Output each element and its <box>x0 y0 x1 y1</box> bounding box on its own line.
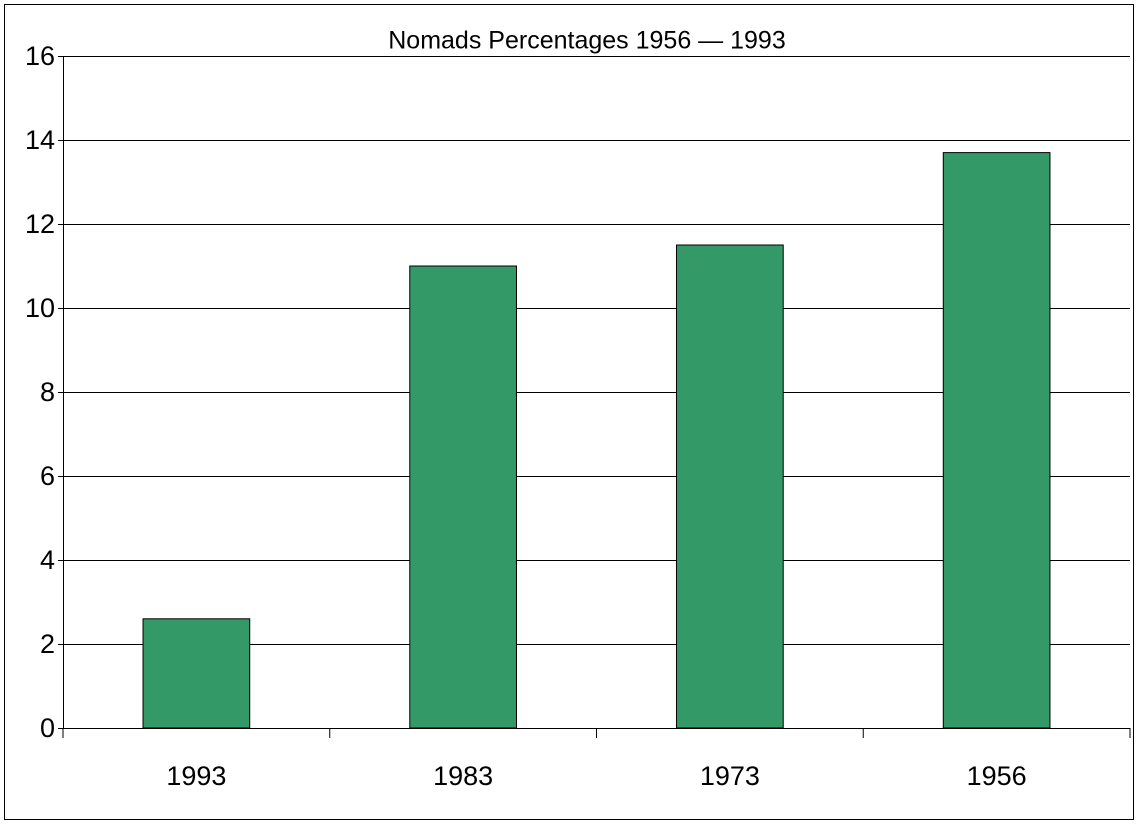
bar <box>942 152 1051 729</box>
y-tick-label: 10 <box>25 293 55 323</box>
y-tick-label: 2 <box>40 629 55 659</box>
x-tick-label: 1956 <box>967 761 1027 791</box>
y-tick-label: 6 <box>40 461 55 491</box>
bar <box>676 244 784 729</box>
bar <box>142 618 251 729</box>
y-tick-label: 0 <box>40 713 55 743</box>
chart-title: Nomads Percentages 1956 — 1993 <box>388 27 785 55</box>
y-tick-label: 16 <box>25 41 55 71</box>
x-tick-label: 1993 <box>166 761 226 791</box>
x-tick-label: 1983 <box>433 761 493 791</box>
x-tick-label: 1973 <box>700 761 760 791</box>
bar <box>409 265 517 729</box>
y-tick-label: 8 <box>40 377 55 407</box>
y-tick-label: 4 <box>40 545 55 575</box>
y-tick-label: 14 <box>25 125 55 155</box>
y-tick-label: 12 <box>25 209 55 239</box>
